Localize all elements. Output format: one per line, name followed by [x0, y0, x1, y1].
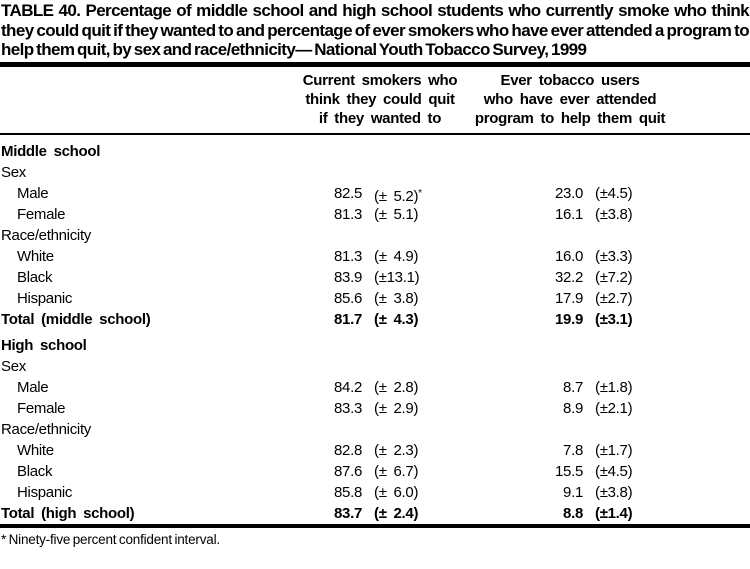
value-cell: 32.2 [555, 268, 583, 286]
ci-cell: (±2.7) [595, 289, 633, 307]
ci-cell: (±3.8) [595, 205, 633, 223]
header-rule [0, 132, 750, 135]
ci-cell: (± 2.4) [374, 504, 419, 522]
subhead-race-ethnicity: Race/ethnicity [1, 226, 92, 244]
header-line: if they wanted to [318, 109, 442, 127]
row-label-black: Black [17, 462, 53, 480]
header-spacer [0, 71, 300, 128]
value-cell: 16.1 [555, 205, 583, 223]
row-label-female: Female [17, 205, 66, 223]
ci-cell: (±13.1) [374, 268, 420, 286]
column-header-row: Current smokers who think they could qui… [0, 67, 750, 133]
ci-value: (± 5.2) [374, 187, 419, 205]
ci-cell: (±7.2) [595, 268, 633, 286]
ci-cell: (±1.8) [595, 378, 633, 396]
section-title-high-school: High school [1, 336, 87, 354]
section-title-middle-school: Middle school [1, 142, 101, 160]
header-line: Current smokers who [302, 71, 458, 89]
subhead-race-ethnicity: Race/ethnicity [1, 420, 92, 438]
ci-cell: (±3.8) [595, 483, 633, 501]
value-cell: 8.7 [563, 378, 583, 396]
value-cell: 83.7 [334, 504, 362, 522]
value-cell: 82.8 [334, 441, 362, 459]
value-cell: 85.8 [334, 483, 362, 501]
table-title: TABLE 40. Percentage of middle school an… [1, 1, 750, 59]
value-cell: 15.5 [555, 462, 583, 480]
value-cell: 85.6 [334, 289, 362, 307]
row-label-hispanic: Hispanic [17, 289, 73, 307]
row-label-male: Male [17, 184, 49, 202]
value-cell: 16.0 [555, 247, 583, 265]
ci-cell: (± 3.8) [374, 289, 419, 307]
footnote-marker: * [418, 187, 423, 199]
ci-cell: (±3.3) [595, 247, 633, 265]
ci-cell: (±1.4) [595, 504, 633, 522]
header-line: Ever tobacco users [500, 71, 640, 89]
top-rule [0, 61, 750, 67]
ci-cell: (± 5.1) [374, 205, 419, 223]
column-header-current-smokers: Current smokers who think they could qui… [300, 71, 460, 128]
value-cell: 87.6 [334, 462, 362, 480]
ci-cell: (± 6.7) [374, 462, 419, 480]
header-line: think they could quit [305, 90, 455, 108]
ci-cell: (± 4.3) [374, 310, 419, 328]
ci-cell: (± 2.8) [374, 378, 419, 396]
value-cell: 9.1 [563, 483, 583, 501]
value-cell: 81.3 [334, 247, 362, 265]
footnote: * Ninety-five percent confident interval… [1, 531, 220, 547]
row-label-male: Male [17, 378, 49, 396]
ci-cell: (± 4.9) [374, 247, 419, 265]
ci-cell: (± 2.3) [374, 441, 419, 459]
ci-cell: (±4.5) [595, 184, 633, 202]
ci-cell: (±1.7) [595, 441, 633, 459]
row-label-total-middle-school: Total (middle school) [1, 310, 151, 328]
column-header-ever-tobacco-users: Ever tobacco users who have ever attende… [460, 71, 750, 128]
value-cell: 17.9 [555, 289, 583, 307]
row-label-female: Female [17, 399, 66, 417]
ci-cell: (± 5.2)* [362, 183, 460, 205]
data-table: Middle school Sex Male 82.5 (± 5.2)* 23.… [0, 135, 750, 524]
value-cell: 23.0 [555, 184, 583, 202]
value-cell: 8.8 [563, 504, 583, 522]
ci-cell: (±3.1) [595, 310, 633, 328]
row-label-white: White [17, 247, 54, 265]
row-label-total-high-school: Total (high school) [1, 504, 135, 522]
row-label-hispanic: Hispanic [17, 483, 73, 501]
value-cell: 83.9 [334, 268, 362, 286]
value-cell: 8.9 [563, 399, 583, 417]
value-cell: 7.8 [563, 441, 583, 459]
ci-cell: (± 2.9) [374, 399, 419, 417]
value-cell: 83.3 [334, 399, 362, 417]
header-line: who have ever attended [483, 90, 657, 108]
value-cell: 84.2 [334, 378, 362, 396]
subhead-sex: Sex [1, 357, 26, 375]
header-line: program to help them quit [474, 109, 666, 127]
row-label-black: Black [17, 268, 53, 286]
value-cell: 19.9 [555, 310, 583, 328]
bottom-rule [0, 523, 750, 528]
value-cell: 82.5 [334, 184, 362, 202]
ci-cell: (± 6.0) [374, 483, 419, 501]
ci-cell: (±2.1) [595, 399, 633, 417]
subhead-sex: Sex [1, 163, 26, 181]
value-cell: 81.3 [334, 205, 362, 223]
ci-cell: (±4.5) [595, 462, 633, 480]
row-label-white: White [17, 441, 54, 459]
value-cell: 81.7 [334, 310, 362, 328]
